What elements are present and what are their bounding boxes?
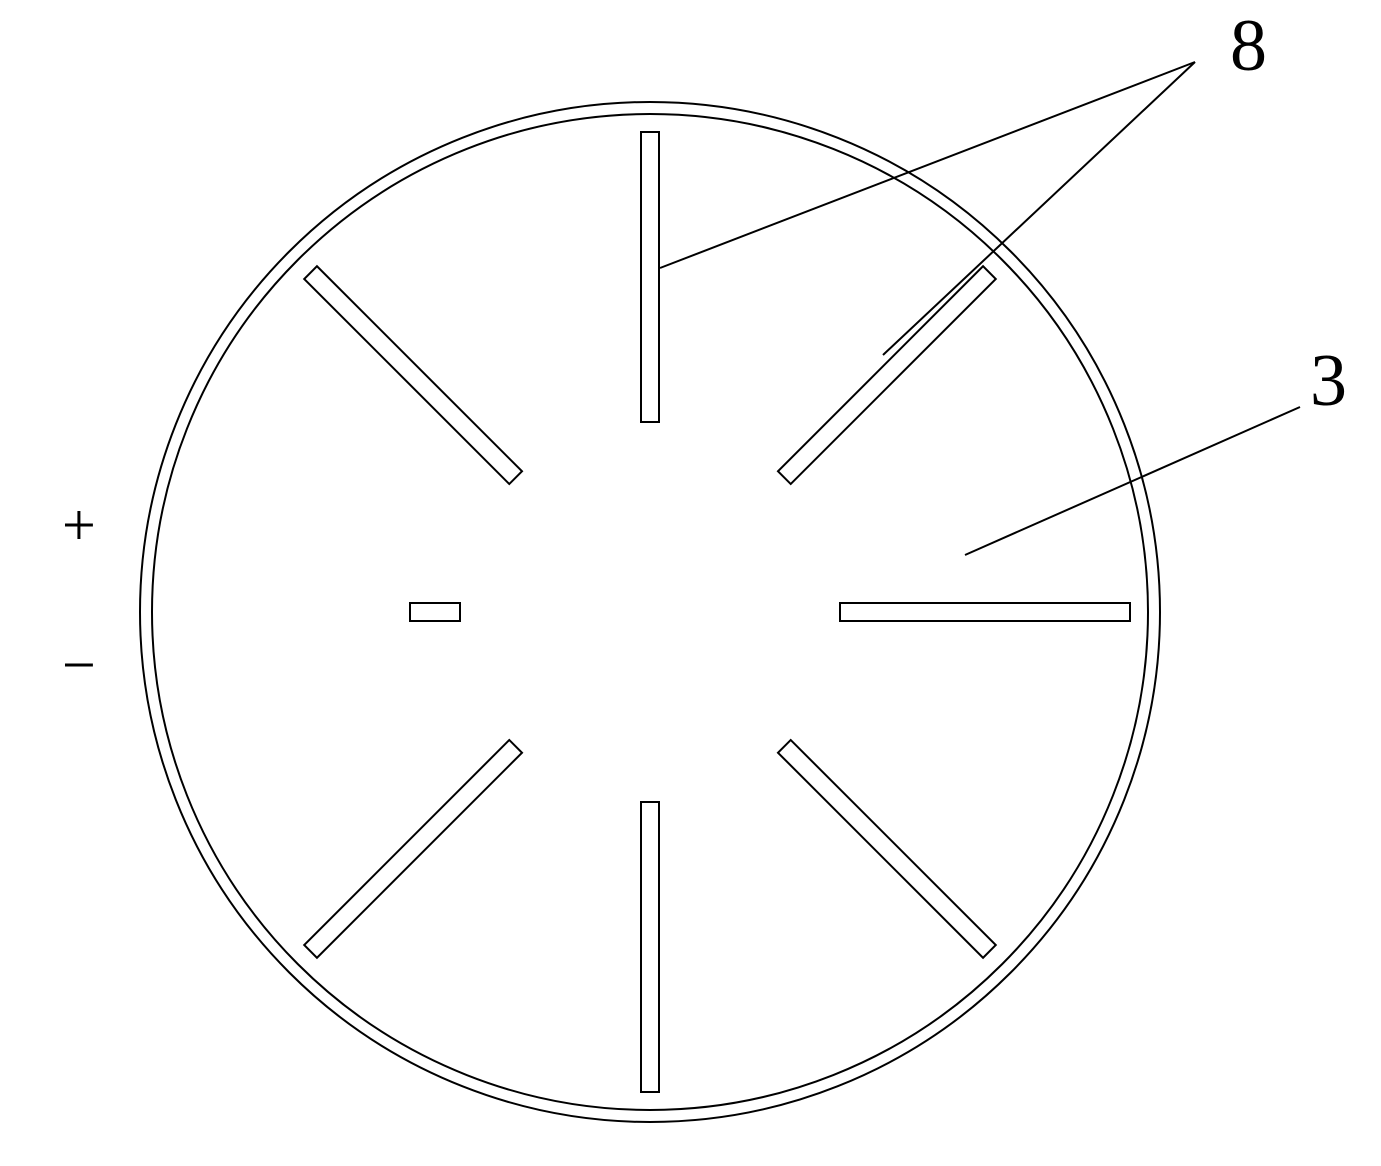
leader-8-a	[660, 62, 1195, 268]
blade-5	[304, 266, 522, 484]
blade-3	[304, 740, 522, 958]
diagram-canvas: + − 8 3	[0, 0, 1381, 1166]
label-three: 3	[1310, 340, 1347, 422]
blade-1	[778, 740, 996, 958]
blade-rect-5	[304, 266, 522, 484]
blade-rect-1	[778, 740, 996, 958]
blade-rect-0	[840, 603, 1130, 621]
label-eight: 8	[1230, 5, 1267, 87]
label-minus: −	[62, 632, 96, 698]
blade-rect-7	[778, 266, 996, 484]
blade-rect-4	[410, 603, 460, 621]
leader-8-b	[883, 62, 1195, 355]
blade-6	[641, 132, 659, 422]
label-plus: +	[62, 492, 96, 558]
leader-3	[965, 407, 1300, 555]
blade-2	[641, 802, 659, 1092]
blade-rect-3	[304, 740, 522, 958]
blade-7	[778, 266, 996, 484]
blade-0	[840, 603, 1130, 621]
blade-rect-2	[641, 802, 659, 1092]
blade-rect-6	[641, 132, 659, 422]
blade-4	[410, 603, 460, 621]
